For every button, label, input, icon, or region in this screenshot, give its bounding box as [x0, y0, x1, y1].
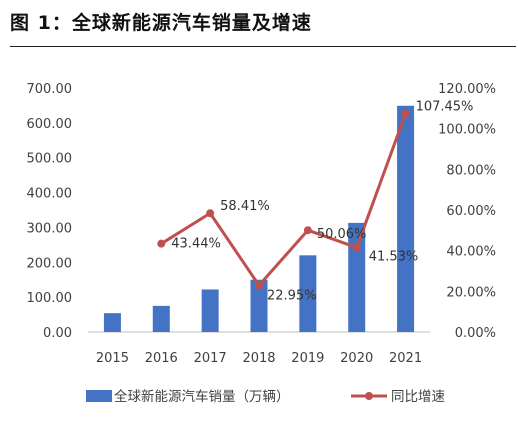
y-left-tick-label: 200.00 [27, 256, 73, 271]
y-left-tick-label: 500.00 [27, 152, 73, 167]
growth-point [303, 226, 312, 235]
y-right-tick-label: 40.00% [446, 245, 496, 260]
x-tick-label: 2017 [194, 351, 227, 366]
growth-point [352, 243, 361, 252]
legend-label-bar: 全球新能源汽车销量（万辆） [114, 388, 290, 405]
x-tick-label: 2021 [389, 351, 422, 366]
bar [250, 279, 268, 332]
bar [348, 222, 366, 332]
data-labels: 43.44% 58.41% 22.95% 50.06%41.53% 107.45% [171, 100, 473, 304]
x-tick-label: 2015 [96, 351, 129, 366]
y-right-tick-label: 120.00% [438, 82, 496, 97]
growth-point [255, 281, 263, 290]
y-right-tick-label: 80.00% [446, 163, 496, 178]
line-series [157, 109, 410, 290]
x-tick-label: 2016 [145, 351, 178, 366]
growth-point [157, 239, 166, 248]
bar [299, 255, 317, 332]
y-left-tick-label: 300.00 [27, 221, 73, 236]
legend-swatch-bar [86, 390, 112, 402]
growth-point [206, 209, 215, 218]
figure-title: 图 1：全球新能源汽车销量及增速 [10, 12, 312, 34]
growth-line [160, 113, 407, 287]
legend: 全球新能源汽车销量（万辆） 同比增速 [86, 388, 445, 405]
x-tick-label: 2018 [242, 351, 275, 366]
bar [103, 313, 121, 332]
title-divider [10, 46, 516, 47]
data-label: 41.53% [369, 250, 419, 265]
growth-point [401, 109, 410, 118]
x-tick-label: 2019 [291, 351, 324, 366]
legend-marker-line [365, 392, 373, 400]
legend-label-line: 同比增速 [391, 389, 445, 405]
data-label: 43.44% [171, 237, 221, 252]
y-right-tick-label: 100.00% [438, 123, 496, 138]
data-label: 22.95% [267, 288, 317, 303]
y-left-tick-label: 700.00 [27, 82, 73, 97]
y-left-tick-label: 600.00 [27, 117, 73, 132]
y-left-tick-label: 400.00 [27, 187, 73, 202]
y-right-tick-label: 20.00% [446, 285, 496, 300]
y-left-tick-label: 100.00 [27, 291, 73, 306]
y-left-tick-label: 0.00 [43, 326, 72, 341]
x-tick-label: 2020 [340, 351, 373, 366]
y-right-tick-label: 0.00% [455, 326, 496, 341]
bar [152, 305, 170, 332]
y-right-tick-label: 60.00% [446, 204, 496, 219]
data-label: 58.41% [220, 199, 270, 214]
bar [397, 105, 415, 332]
bar [201, 289, 219, 332]
data-label: 50.06% [317, 227, 367, 242]
chart-axes: 0.00 100.00 200.00 300.00 400.00 500.00 600.00… [27, 82, 497, 366]
bar-series [103, 105, 415, 332]
data-label: 107.45% [416, 100, 474, 115]
